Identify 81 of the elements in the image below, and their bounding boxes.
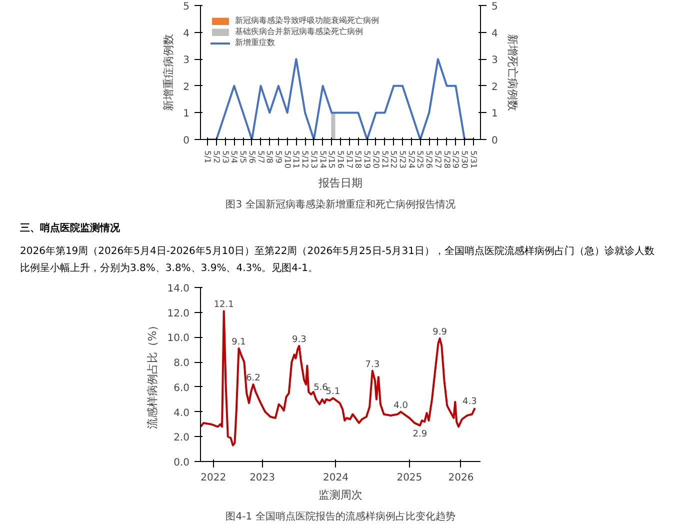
x-tick-label: 5/20: [371, 150, 380, 168]
x-tick-label: 5/25: [416, 150, 425, 168]
x-tick-label: 5/4: [230, 150, 239, 164]
annotation: 4.0: [394, 400, 408, 411]
annotation: 2.9: [412, 429, 428, 440]
y-axis-title: 新增重症病例数: [162, 34, 176, 111]
x-tick-label: 5/15: [327, 150, 336, 168]
x-tick-label: 5/30: [460, 150, 470, 168]
x-tick-label: 5/16: [336, 150, 345, 168]
x-tick-label: 5/29: [451, 150, 460, 168]
x-tick-label: 2026: [448, 472, 474, 484]
x-tick-label: 5/31: [468, 150, 478, 168]
x-tick-label: 5/26: [424, 150, 434, 168]
x-axis-title: 报告日期: [318, 176, 362, 190]
y-tick-label: 14.0: [167, 284, 190, 294]
x-tick-label: 5/5: [238, 150, 248, 164]
text: 三、哨点医院监测情况: [20, 222, 121, 236]
text: 2026年第19周（2026年5月4日-2026年5月10日）至第22周（2026年5月25日-5月31日），全国哨点医院流感样病例占门（急）诊就诊人数比例呈小幅上升，分别为3.8%、3.8%、3.9%、4.3%。见图4-1。: [20, 244, 656, 276]
x-tick-label: 5/3: [220, 150, 230, 164]
x-tick-label: 5/10: [282, 150, 292, 168]
annotation: 9.3: [292, 334, 306, 345]
y2-axis-title: 新增死亡病例数: [506, 34, 519, 111]
y-tick-label: 4.0: [174, 408, 190, 419]
text: 图4-1 全国哨点医院报告的流感样病例占比变化趋势: [226, 510, 456, 522]
x-tick-label: 5/9: [274, 150, 283, 164]
x-tick-label: 2023: [250, 472, 276, 484]
x-tick-label: 5/17: [344, 150, 354, 168]
y-tick-label: 8.0: [174, 358, 190, 370]
x-tick-label: 5/23: [398, 150, 408, 168]
y-tick-label: 1: [183, 108, 190, 120]
x-tick-label: 5/1: [203, 150, 212, 164]
x-tick-label: 5/28: [442, 150, 452, 168]
x-tick-label: 5/27: [433, 150, 442, 168]
annotation: 7.3: [365, 360, 380, 370]
x-tick-label: 2025: [396, 472, 422, 484]
text: 图3 全国新冠病毒感染新增重症和死亡病例报告情况: [226, 198, 456, 210]
x-tick-label: 5/18: [354, 150, 363, 168]
annotation: 9.1: [232, 337, 246, 348]
line-series: [206, 58, 474, 140]
y2-tick-label: 2: [492, 82, 498, 93]
x-tick-label: 5/2: [212, 150, 221, 164]
annotation: 5.6: [314, 382, 328, 393]
y2-tick-label: 4: [492, 28, 498, 40]
x-tick-label: 5/8: [265, 150, 274, 164]
x-tick-label: 5/19: [362, 150, 372, 168]
annotation: 4.3: [462, 397, 477, 408]
x-tick-label: 5/21: [380, 150, 390, 168]
x-tick-label: 5/11: [292, 150, 301, 168]
x-tick-label: 5/22: [389, 150, 398, 168]
y-axis-title: 流感样病例占比（%）: [146, 320, 160, 430]
y-tick-label: 4: [183, 28, 190, 40]
annotation: 9.9: [432, 327, 448, 338]
y-tick-label: 5: [183, 2, 190, 12]
legend-label: 基础疾病合并新冠病毒感染死亡病例: [235, 26, 363, 37]
x-axis-title: 监测周次: [318, 488, 362, 502]
x-tick-label: 5/6: [247, 150, 256, 164]
annotation: 12.1: [214, 300, 234, 310]
legend-label: 新冠病毒感染导致呼吸功能衰竭死亡病例: [235, 15, 379, 26]
annotation: 5.1: [326, 387, 340, 398]
legend-label: 新增重症数: [235, 37, 275, 48]
y-tick-label: 6.0: [174, 382, 190, 394]
y-tick-label: 10.0: [167, 333, 190, 344]
y-tick-label: 12.0: [167, 308, 190, 320]
x-tick-label: 2024: [323, 472, 348, 484]
y-tick-label: 2: [183, 82, 190, 93]
x-tick-label: 5/12: [300, 150, 310, 168]
x-tick-label: 5/13: [309, 150, 318, 168]
y2-tick-label: 1: [492, 108, 498, 120]
y2-tick-label: 0: [492, 136, 498, 146]
x-tick-label: 5/24: [406, 150, 416, 168]
y-tick-label: 2.0: [174, 432, 190, 444]
y-tick-label: 3: [183, 55, 190, 66]
y2-tick-label: 3: [492, 55, 498, 66]
line-series: [200, 310, 476, 446]
y-tick-label: 0.0: [174, 458, 190, 468]
annotation: 6.2: [246, 373, 260, 384]
y2-tick-label: 5: [492, 2, 498, 12]
x-tick-label: 2022: [200, 472, 226, 484]
x-tick-label: 5/7: [256, 150, 266, 164]
y-tick-label: 0: [183, 136, 190, 146]
x-tick-label: 5/14: [318, 150, 328, 168]
